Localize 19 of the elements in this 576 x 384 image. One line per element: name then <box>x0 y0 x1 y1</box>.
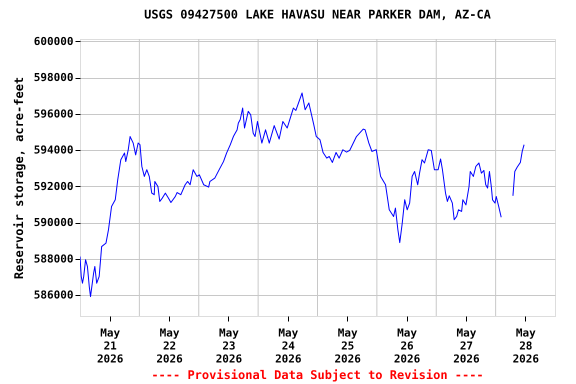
y-tick-label: 594000 <box>34 144 74 157</box>
x-tick-label: May 28 2026 <box>512 326 540 366</box>
y-tick-label: 600000 <box>34 34 74 48</box>
x-tick-label: May 24 2026 <box>275 326 302 366</box>
y-tick-label: 588000 <box>34 252 74 266</box>
x-tick-label: May 27 2026 <box>453 326 480 366</box>
x-tick-label: May 25 2026 <box>334 326 362 366</box>
x-tick-label: May 26 2026 <box>394 326 421 366</box>
y-axis-title: Reservoir storage, acre-feet <box>12 76 26 280</box>
text: ---- Provisional Data Subject to Revision ---- <box>151 368 484 382</box>
chart-title: USGS 09427500 LAKE HAVASU NEAR PARKER DAM, AZ-CA <box>144 7 492 22</box>
x-tick-label: May 23 2026 <box>216 326 243 366</box>
x-tick-label: May 21 2026 <box>96 326 124 366</box>
x-tick-label: May 22 2026 <box>156 326 184 366</box>
y-tick-label: 586000 <box>34 288 74 302</box>
y-tick-label: 590000 <box>34 216 74 230</box>
y-tick-label: 592000 <box>34 180 74 193</box>
y-tick-label: 596000 <box>34 107 74 120</box>
y-tick-label: 598000 <box>34 71 74 84</box>
